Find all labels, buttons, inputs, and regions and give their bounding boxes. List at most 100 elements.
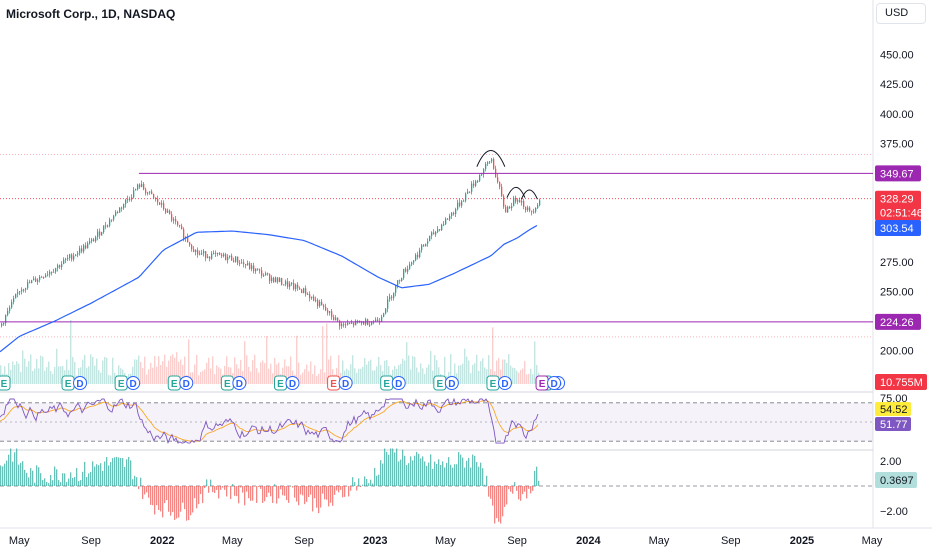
candle-body [187, 236, 189, 243]
dividend-badge[interactable] [391, 376, 406, 390]
candle-body [69, 254, 71, 259]
time-tick-label: Sep [507, 535, 527, 547]
candle-body [203, 251, 205, 254]
osc-bar [80, 480, 82, 486]
osc-bar [404, 455, 406, 486]
volume-bar [158, 356, 160, 384]
candle-body [505, 206, 507, 213]
osc-bar [244, 486, 246, 506]
candle-body [527, 207, 529, 211]
candle-body [433, 232, 435, 235]
osc-bar [294, 486, 296, 498]
osc-bar [86, 477, 88, 486]
dividend-badge[interactable] [547, 376, 562, 390]
volume-bar [326, 323, 328, 384]
volume-bar [202, 370, 204, 384]
candle-body [391, 296, 393, 298]
osc-bar [264, 486, 266, 502]
candle-body [249, 263, 251, 269]
volume-bar [194, 364, 196, 384]
osc-bar [296, 486, 298, 502]
volume-bar [268, 368, 270, 384]
osc-bar [468, 457, 470, 486]
candle-body [535, 208, 537, 212]
candle-body [437, 229, 439, 233]
volume-bar [480, 361, 482, 384]
osc-bar [346, 486, 348, 487]
volume-bar [290, 356, 292, 384]
osc-bar [30, 468, 32, 486]
volume-bar [286, 366, 288, 384]
osc-bar [120, 457, 122, 486]
candle-body [201, 253, 203, 255]
dividend-badge[interactable] [73, 376, 88, 390]
price-tick-label: 425.00 [880, 79, 914, 91]
rsi-ma-value-bg [875, 402, 911, 416]
volume-bar [314, 365, 316, 384]
dividend-badge[interactable] [338, 376, 353, 390]
osc-bar [114, 457, 116, 486]
volume-bar [140, 361, 142, 384]
osc-bar [176, 486, 178, 519]
osc-bar [68, 478, 70, 486]
volume-bar [436, 360, 438, 384]
volume-bar [74, 361, 76, 384]
volume-bar [522, 368, 524, 384]
volume-bar [512, 367, 514, 384]
candle-body [209, 256, 211, 259]
osc-bar [162, 486, 164, 518]
volume-bar [118, 365, 120, 384]
candle-body [369, 324, 371, 326]
osc-bar [486, 475, 488, 486]
candle-body [99, 231, 101, 236]
candle-body [21, 289, 23, 292]
candle-body [449, 215, 451, 220]
dividend-badge-label: D [130, 379, 137, 390]
candle-body [277, 277, 279, 282]
osc-bar [530, 486, 532, 494]
pattern-arc [506, 186, 526, 198]
earnings-badge[interactable] [0, 375, 11, 391]
time-tick-label: May [222, 535, 243, 547]
osc-bar [200, 486, 202, 495]
volume-bar [48, 361, 50, 384]
dividend-badge[interactable] [497, 376, 512, 390]
osc-bar [10, 448, 12, 486]
dividend-badge[interactable] [179, 376, 194, 390]
ma-value-label-bg [875, 220, 921, 237]
dividend-badge[interactable] [126, 376, 141, 390]
dividend-badge[interactable] [285, 376, 300, 390]
volume-bar [428, 364, 430, 384]
volume-bar [376, 366, 378, 384]
dividend-badge[interactable] [444, 376, 459, 390]
volume-bar [226, 356, 228, 384]
time-tick-label: Sep [721, 535, 741, 547]
dividend-badge[interactable] [232, 376, 247, 390]
osc-bar [254, 486, 256, 487]
candle-body [89, 241, 91, 244]
candle-body [485, 163, 487, 170]
candle-body [513, 197, 515, 207]
earnings-badge-label: E [330, 379, 337, 390]
osc-bar [320, 486, 322, 508]
candle-body [33, 278, 35, 281]
volume-bar [30, 354, 32, 384]
osc-bar [490, 486, 492, 499]
candle-body [483, 169, 485, 175]
candle-body [105, 225, 107, 227]
osc-bar [148, 486, 150, 498]
candle-body [417, 254, 419, 258]
osc-bar [124, 466, 126, 486]
candle-body [13, 298, 15, 302]
candle-body [111, 219, 113, 221]
osc-bar [430, 454, 432, 486]
volume-bar [518, 372, 520, 384]
osc-bar [414, 455, 416, 486]
currency-button[interactable]: USD [876, 3, 926, 24]
candle-body [317, 299, 319, 307]
volume-bar [138, 355, 140, 384]
candle-body [343, 324, 345, 326]
volume-bar [248, 366, 250, 384]
volume-bar [536, 364, 538, 384]
